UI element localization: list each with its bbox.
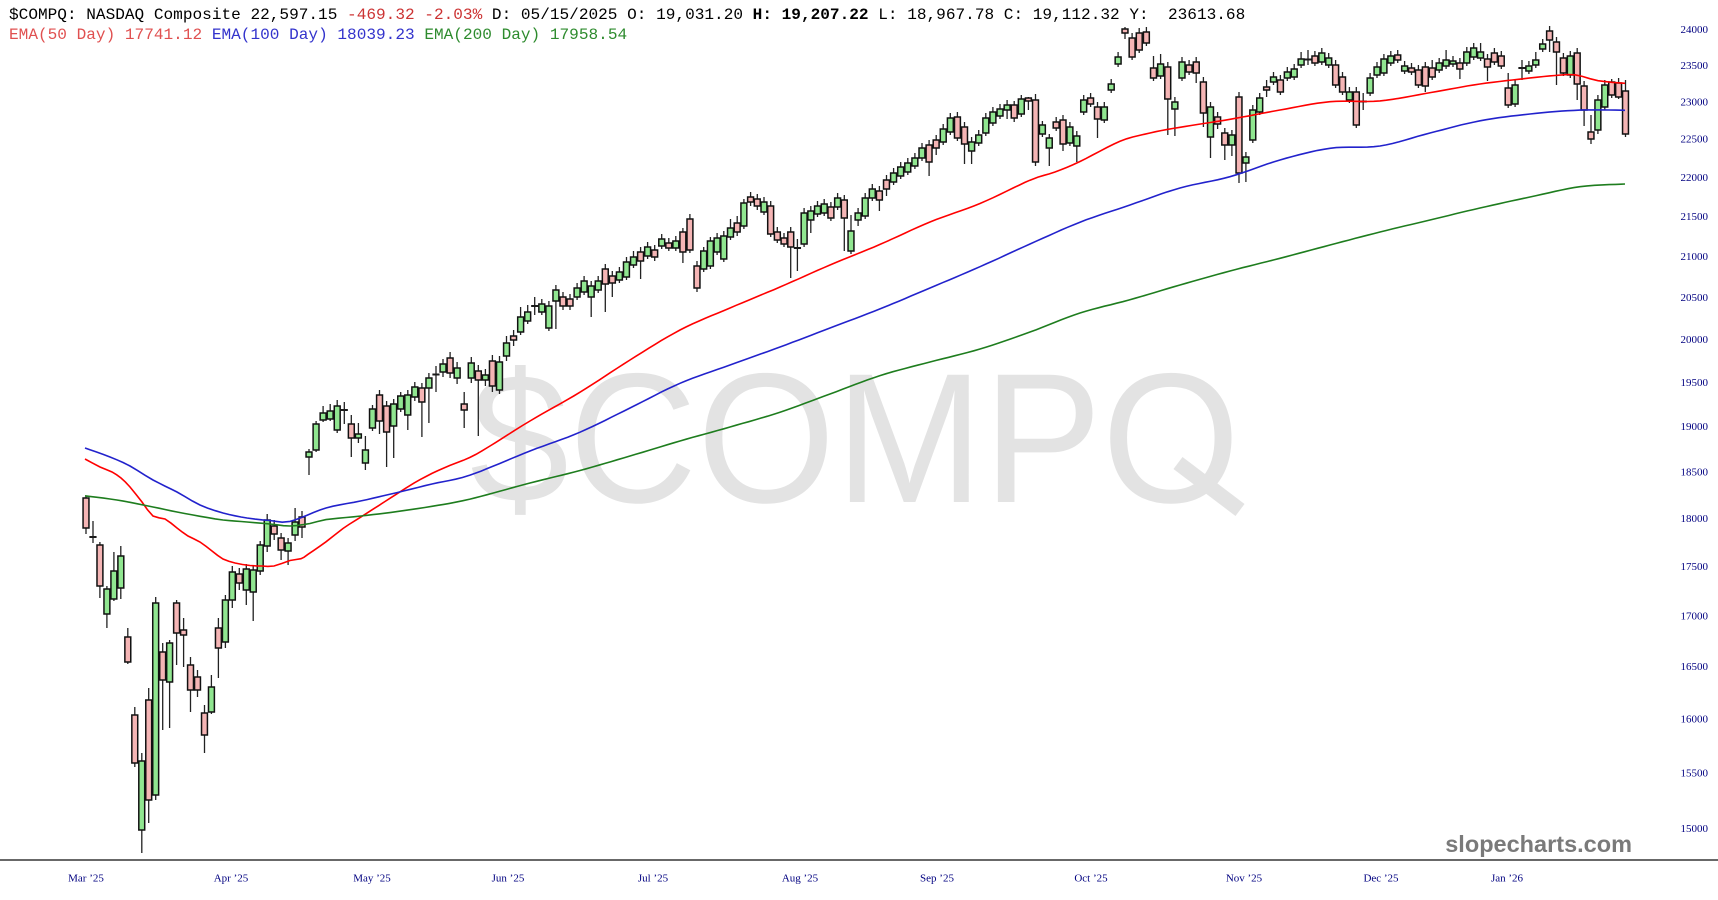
svg-text:18000: 18000 <box>1681 513 1709 525</box>
svg-text:19500: 19500 <box>1681 377 1709 389</box>
svg-text:22000: 22000 <box>1681 172 1709 184</box>
svg-text:21000: 21000 <box>1681 251 1709 263</box>
svg-text:16500: 16500 <box>1681 661 1709 673</box>
svg-text:Jun ’25: Jun ’25 <box>492 873 525 885</box>
svg-text:17500: 17500 <box>1681 561 1709 573</box>
svg-text:slopecharts.com: slopecharts.com <box>1445 831 1632 857</box>
svg-text:Dec ’25: Dec ’25 <box>1363 873 1399 885</box>
svg-text:Jul ’25: Jul ’25 <box>638 873 669 885</box>
svg-text:20000: 20000 <box>1681 334 1709 346</box>
svg-text:15500: 15500 <box>1681 767 1709 779</box>
svg-text:May ’25: May ’25 <box>353 873 391 885</box>
svg-text:Mar ’25: Mar ’25 <box>68 873 104 885</box>
svg-text:24000: 24000 <box>1681 24 1709 36</box>
svg-text:Sep ’25: Sep ’25 <box>920 873 954 885</box>
svg-text:$COMPO: $COMPO <box>470 336 1240 542</box>
svg-text:20500: 20500 <box>1681 292 1709 304</box>
svg-text:22500: 22500 <box>1681 134 1709 146</box>
svg-text:23000: 23000 <box>1681 96 1709 108</box>
svg-text:$COMPQ: NASDAQ Composite 22,59: $COMPQ: NASDAQ Composite 22,597.15 -469.… <box>9 6 1245 24</box>
svg-text:Jan ’26: Jan ’26 <box>1491 873 1524 885</box>
svg-text:EMA(50 Day) 17741.12 EMA(100 D: EMA(50 Day) 17741.12 EMA(100 Day) 18039.… <box>9 26 627 44</box>
svg-text:19000: 19000 <box>1681 421 1709 433</box>
svg-text:Oct ’25: Oct ’25 <box>1074 873 1108 885</box>
svg-text:23500: 23500 <box>1681 60 1709 72</box>
svg-text:17000: 17000 <box>1681 610 1709 622</box>
svg-text:21500: 21500 <box>1681 211 1709 223</box>
svg-text:Apr ’25: Apr ’25 <box>214 873 249 885</box>
svg-text:15000: 15000 <box>1681 823 1709 835</box>
svg-text:Aug ’25: Aug ’25 <box>782 873 819 885</box>
svg-text:18500: 18500 <box>1681 467 1709 479</box>
svg-text:16000: 16000 <box>1681 713 1709 725</box>
svg-text:Nov ’25: Nov ’25 <box>1226 873 1263 885</box>
